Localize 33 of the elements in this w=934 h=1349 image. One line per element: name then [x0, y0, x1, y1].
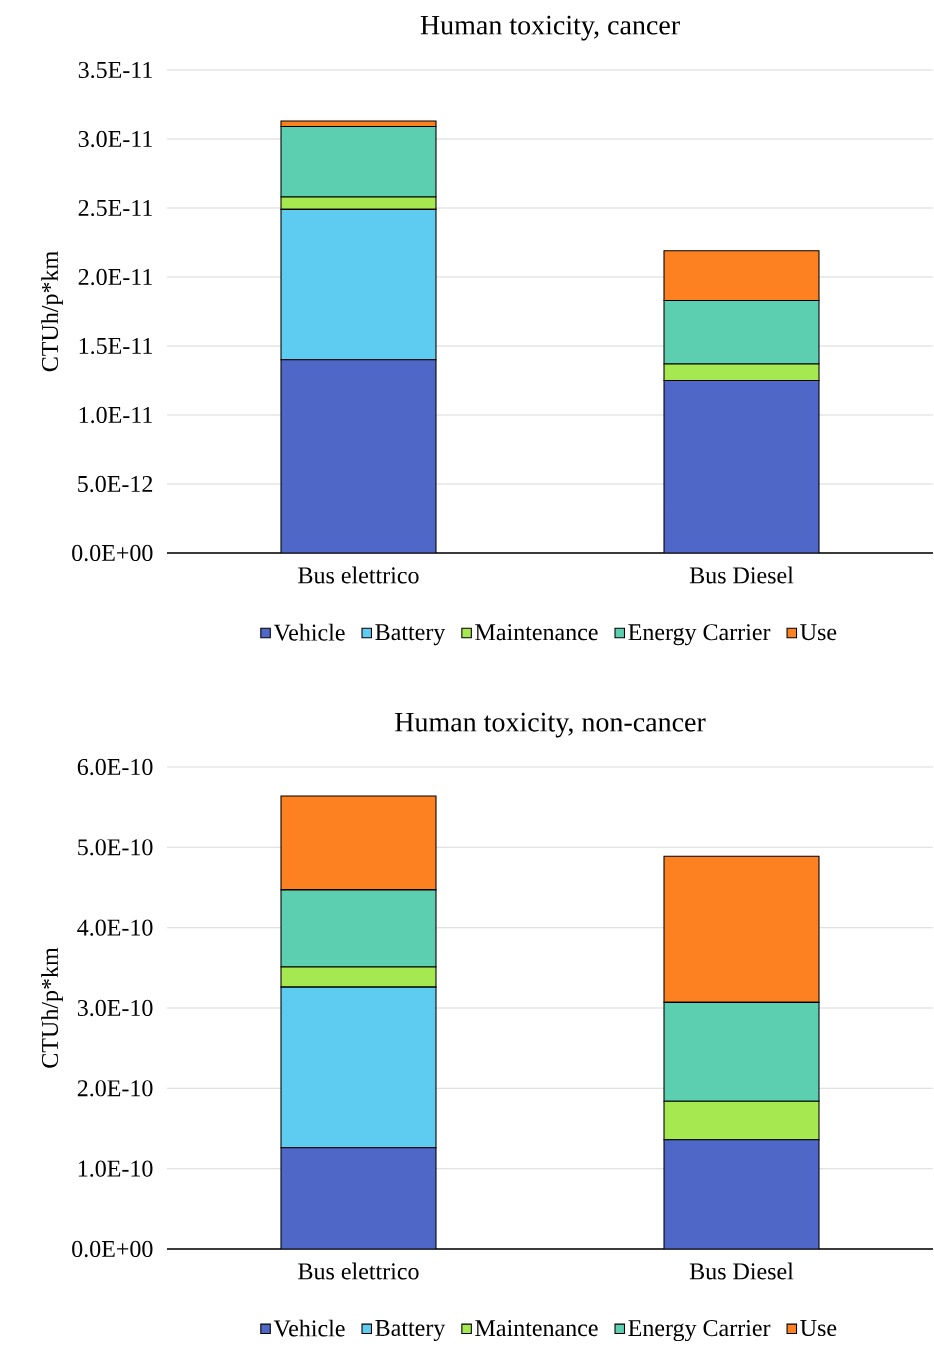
y-axis-title: CTUh/p*km	[41, 251, 64, 372]
y-tick-label: 3.0E-10	[78, 999, 153, 1017]
legend-label: Use	[800, 624, 837, 641]
chart-title: Human toxicity, non-cancer	[395, 712, 706, 738]
y-tick-label: 1.0E-11	[79, 406, 153, 424]
x-tick-label: Bus elettrico	[298, 1262, 419, 1280]
y-tick-label: 6.0E-10	[77, 758, 153, 776]
x-tick-label: Bus elettrico	[298, 566, 419, 584]
y-axis-title: CTUh/p*km	[41, 947, 64, 1068]
y-tick-label: 3.5E-11	[78, 61, 153, 79]
legend-label: Energy Carrier	[628, 624, 771, 646]
legend-label: Battery	[375, 1320, 446, 1342]
y-tick-label: 5.0E-12	[78, 475, 153, 493]
chart-title: Human toxicity, cancer	[420, 15, 681, 41]
y-tick-label: 2.5E-11	[78, 199, 153, 217]
legend-label: Vehicle	[273, 1319, 345, 1337]
y-tick-label: 1.0E-10	[79, 1160, 153, 1177]
legend-label: Battery	[375, 624, 446, 646]
legend-label: Maintenance	[475, 624, 598, 641]
y-tick-label: 0.0E+00	[72, 1240, 153, 1258]
y-tick-label: 2.0E-11	[78, 268, 153, 286]
y-tick-label: 3.0E-11	[78, 130, 153, 148]
x-tick-label: Bus Diesel	[690, 1262, 794, 1280]
y-tick-label: 0.0E+00	[72, 544, 153, 562]
y-tick-label: 1.5E-11	[79, 337, 153, 355]
y-tick-label: 5.0E-10	[78, 839, 153, 856]
legend-label: Energy Carrier	[628, 1320, 771, 1342]
x-tick-label: Bus Diesel	[690, 566, 794, 584]
y-tick-label: 4.0E-10	[77, 919, 153, 936]
legend-label: Vehicle	[273, 623, 345, 641]
y-tick-label: 2.0E-10	[77, 1080, 153, 1097]
legend-label: Use	[800, 1320, 837, 1337]
legend-label: Maintenance	[475, 1320, 598, 1337]
